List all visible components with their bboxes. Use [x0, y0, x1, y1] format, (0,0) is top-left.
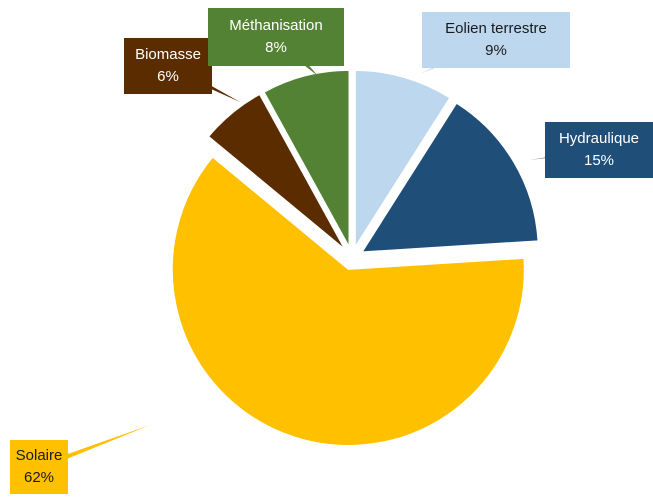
slice-label: Méthanisation [229, 17, 322, 34]
pie-slice [171, 156, 525, 446]
slice-value: 6% [157, 68, 179, 85]
pie-slice [208, 93, 345, 250]
pie-slice [361, 102, 539, 253]
label-box [422, 12, 570, 68]
pie-slice [263, 69, 350, 247]
label-box [10, 440, 68, 494]
slice-value: 9% [485, 42, 507, 59]
slice-value: 15% [584, 152, 614, 169]
slice-value: 62% [24, 469, 54, 486]
slice-value: 8% [265, 39, 287, 56]
pie-slice [354, 69, 451, 249]
slice-label: Hydraulique [559, 130, 639, 147]
slice-label: Solaire [16, 447, 63, 464]
slice-label: Eolien terrestre [445, 20, 547, 37]
label-box [545, 122, 653, 178]
label-box [208, 8, 344, 66]
slice-label: Biomasse [135, 46, 201, 63]
label-box [124, 38, 212, 94]
